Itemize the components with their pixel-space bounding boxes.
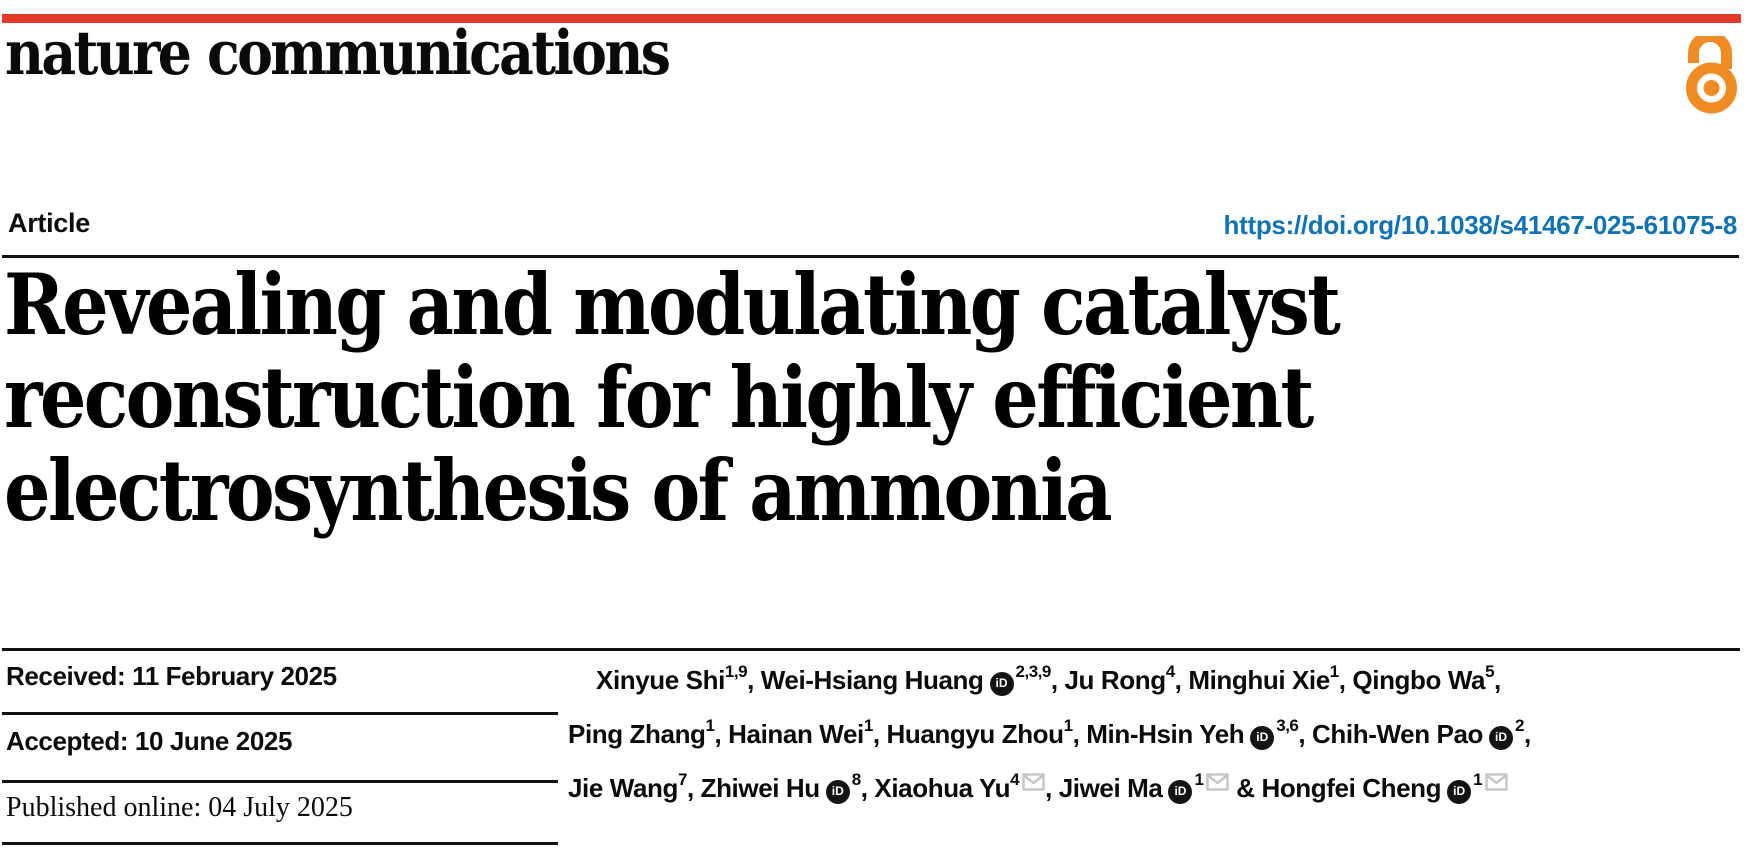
orcid-icon[interactable]: iD	[1447, 779, 1472, 804]
author: Hainan Wei1,	[728, 716, 887, 749]
author-separator: ,	[686, 773, 701, 803]
affiliation-superscript: 7	[677, 770, 687, 789]
open-access-icon	[1686, 36, 1737, 114]
author-name: Xiaohua Yu	[874, 773, 1011, 803]
author-line-3: Jie Wang7, Zhiwei Hu iD 8, Xiaohua Yu4, Ji…	[568, 757, 1748, 811]
author-separator: ,	[872, 719, 887, 749]
author-name: Jiwei Ma	[1058, 773, 1163, 803]
author: Wei-Hsiang Huang iD 2,3,9,	[760, 662, 1065, 696]
author-separator: ,	[1050, 665, 1065, 695]
affiliation-superscript: 2,3,9	[1015, 662, 1052, 681]
affiliation-superscript: 1	[705, 716, 715, 735]
author-separator: ,	[860, 773, 875, 803]
author: Zhiwei Hu iD 8,	[700, 770, 875, 804]
affiliation-superscript: 1	[1329, 662, 1339, 681]
author-name: Qingbo Wa	[1352, 665, 1486, 695]
affiliation-superscript: 8	[851, 770, 861, 789]
affiliation-superscript: 1	[1473, 770, 1483, 789]
author-name: Ju Rong	[1064, 665, 1167, 695]
author-separator: ,	[1298, 719, 1313, 749]
author-separator: ,	[1045, 773, 1059, 803]
history-divider	[2, 842, 558, 845]
orcid-icon[interactable]: iD	[825, 779, 850, 804]
author-name: Chih-Wen Pao	[1312, 719, 1483, 749]
author: Chih-Wen Pao iD 2,	[1312, 716, 1531, 750]
orcid-icon[interactable]: iD	[1489, 725, 1513, 750]
author-name: Minghui Xie	[1188, 665, 1330, 695]
article-title: Revealing and modulating catalyst recons…	[4, 258, 1538, 537]
affiliation-superscript: 2	[1515, 716, 1524, 735]
author: Qingbo Wa5,	[1352, 662, 1501, 695]
published-date: Published online: 04 July 2025	[6, 792, 353, 823]
author: Ping Zhang1,	[568, 716, 729, 749]
header-divider	[2, 255, 1739, 258]
orcid-icon[interactable]: iD	[1250, 725, 1275, 750]
orcid-icon-glyph: iD	[1256, 730, 1269, 744]
author-name: Zhiwei Hu	[700, 773, 821, 803]
orcid-icon-glyph: iD	[1174, 784, 1187, 798]
email-envelope-icon[interactable]	[1022, 773, 1045, 791]
article-type-label: Article	[8, 208, 90, 238]
orcid-icon[interactable]: iD	[989, 671, 1014, 696]
author-name: Huangyu Zhou	[886, 719, 1064, 749]
history-top-divider	[2, 648, 1740, 651]
affiliation-superscript: 4	[1165, 662, 1175, 681]
author-separator: ,	[1523, 719, 1531, 749]
article-title-line: Revealing and modulating catalyst	[4, 255, 1341, 354]
author-name: Wei-Hsiang Huang	[760, 665, 984, 695]
orcid-icon-glyph: iD	[1495, 730, 1507, 744]
doi-link[interactable]: https://doi.org/10.1038/s41467-025-61075…	[1223, 210, 1738, 240]
affiliation-superscript: 3,6	[1276, 716, 1299, 735]
author-name: Jie Wang	[568, 773, 678, 803]
author-separator: ,	[1174, 665, 1189, 695]
journal-accent-bar	[2, 14, 1741, 23]
author-name: Ping Zhang	[568, 719, 706, 749]
author-separator: ,	[1338, 665, 1353, 695]
author-separator: ,	[1072, 719, 1087, 749]
author: Hongfei Cheng iD 1	[1261, 770, 1508, 804]
author: Ju Rong4,	[1064, 662, 1189, 695]
affiliation-superscript: 1	[1194, 770, 1204, 789]
article-title-line: electrosynthesis of ammonia	[4, 441, 1113, 540]
history-divider	[2, 712, 558, 715]
orcid-icon-glyph: iD	[831, 784, 844, 798]
author-name: Hongfei Cheng	[1261, 773, 1442, 803]
email-envelope-icon[interactable]	[1485, 773, 1508, 791]
orcid-icon-glyph: iD	[995, 676, 1008, 690]
author: Jie Wang7,	[568, 770, 701, 803]
email-envelope-icon[interactable]	[1206, 773, 1230, 791]
orcid-icon-glyph: iD	[1453, 784, 1466, 798]
affiliation-superscript: 1	[863, 716, 873, 735]
accepted-date: Accepted: 10 June 2025	[6, 726, 293, 756]
author-name: Xinyue Shi	[596, 665, 725, 695]
affiliation-superscript: 1	[1063, 716, 1073, 735]
journal-masthead: nature communications	[5, 18, 671, 89]
author: Min-Hsin Yeh iD 3,6,	[1086, 716, 1313, 750]
author-separator: ,	[714, 719, 729, 749]
author: Jiwei Ma iD 1 &	[1058, 770, 1262, 804]
author: Minghui Xie1,	[1188, 662, 1353, 695]
author-line-1: Xinyue Shi1,9, Wei-Hsiang Huang iD 2,3,9, …	[568, 649, 1748, 703]
article-title-line: reconstruction for highly efficient	[4, 348, 1314, 447]
author-name: Min-Hsin Yeh	[1086, 719, 1245, 749]
author: Huangyu Zhou1,	[886, 716, 1087, 749]
affiliation-superscript: 5	[1485, 662, 1495, 681]
author-name: Hainan Wei	[728, 719, 864, 749]
orcid-icon[interactable]: iD	[1168, 779, 1193, 804]
affiliation-superscript: 1,9	[724, 662, 748, 681]
affiliation-superscript: 4	[1010, 770, 1020, 789]
author-separator: ,	[747, 665, 761, 695]
history-divider	[2, 780, 558, 783]
received-date: Received: 11 February 2025	[6, 661, 337, 691]
author: Xinyue Shi1,9,	[596, 662, 761, 695]
author-list: Xinyue Shi1,9, Wei-Hsiang Huang iD 2,3,9, …	[568, 649, 1748, 811]
author-line-2: Ping Zhang1, Hainan Wei1, Huangyu Zhou1,…	[568, 703, 1748, 757]
author: Xiaohua Yu4,	[874, 770, 1059, 803]
author-separator: ,	[1494, 665, 1501, 695]
author-separator: &	[1229, 773, 1262, 803]
